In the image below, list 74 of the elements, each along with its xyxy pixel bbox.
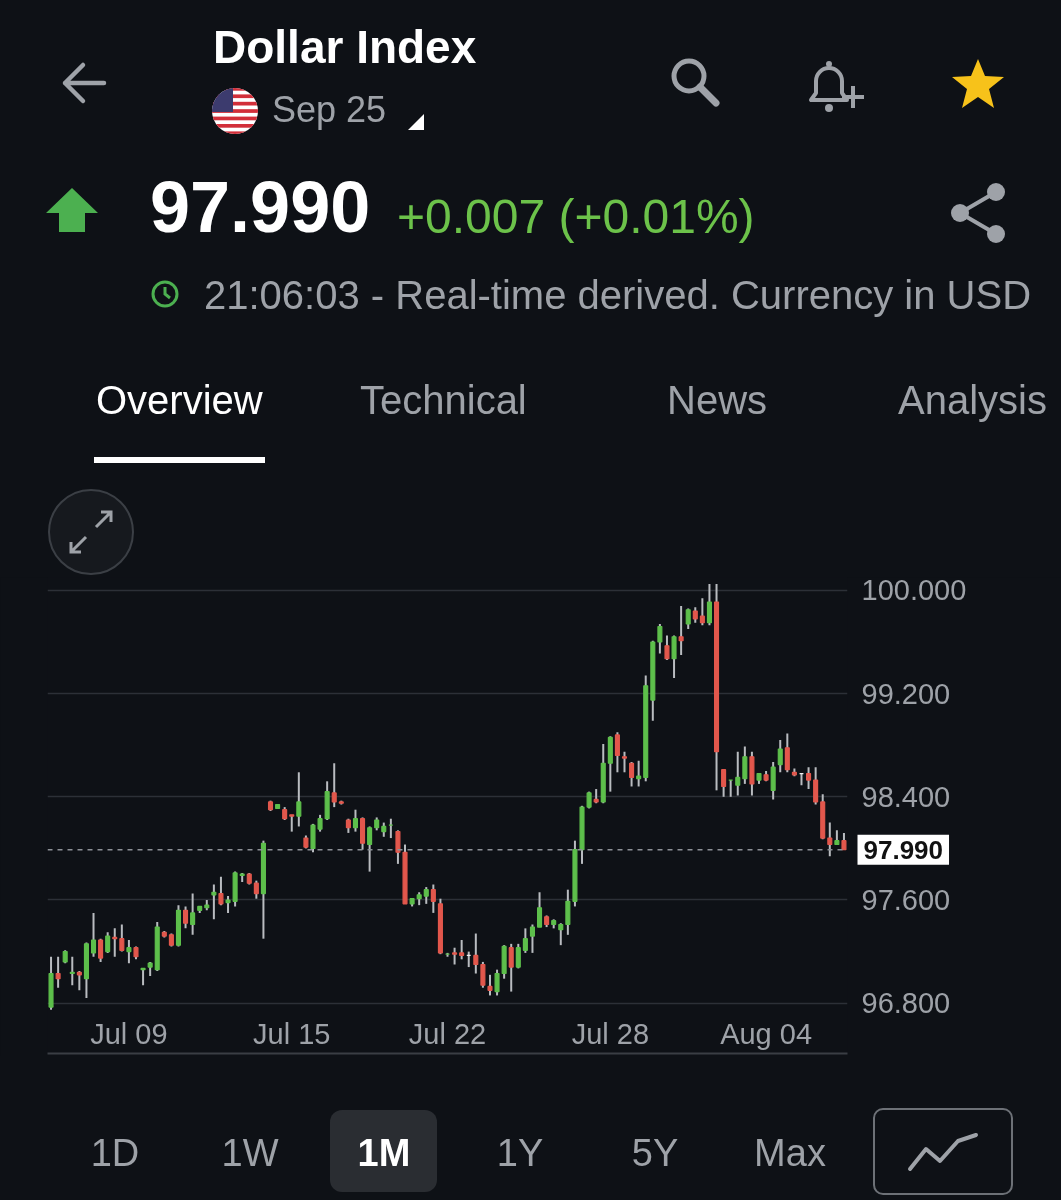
candlestick bbox=[352, 808, 359, 833]
candlestick bbox=[218, 875, 224, 907]
candlestick bbox=[253, 879, 259, 900]
candlestick bbox=[473, 932, 479, 975]
candlestick bbox=[565, 888, 571, 936]
text: News bbox=[667, 378, 768, 422]
chart-title: Dollar Index bbox=[213, 21, 477, 73]
candlestick bbox=[678, 604, 684, 656]
ref-line-label: 97.990 bbox=[863, 834, 944, 865]
candlestick bbox=[621, 750, 628, 774]
candlestick bbox=[558, 922, 564, 947]
text: Analysis bbox=[898, 378, 1047, 422]
candlestick bbox=[105, 931, 111, 954]
candlestick bbox=[777, 739, 783, 774]
candlestick bbox=[480, 960, 486, 989]
candlestick bbox=[699, 597, 705, 627]
candlestick bbox=[367, 825, 373, 873]
candlestick bbox=[629, 760, 635, 788]
candlestick bbox=[806, 766, 812, 791]
text: Overview bbox=[96, 378, 263, 422]
text: Max bbox=[753, 1132, 827, 1174]
candlestick bbox=[536, 891, 543, 929]
text: Technical bbox=[360, 378, 527, 422]
y-tick-label: 100.000 bbox=[861, 574, 967, 607]
candlestick bbox=[69, 955, 75, 987]
text: 5Y bbox=[630, 1132, 680, 1174]
candlestick bbox=[296, 771, 302, 828]
candlestick bbox=[706, 582, 712, 627]
candlestick bbox=[183, 905, 189, 930]
y-tick-label: 96.800 bbox=[861, 987, 951, 1020]
candlestick bbox=[459, 938, 465, 961]
text: 21:06:03 - Real-time derived. Currency in USD bbox=[204, 273, 1032, 317]
candlestick bbox=[813, 766, 819, 806]
candlestick bbox=[664, 634, 670, 662]
candlestick bbox=[487, 973, 493, 997]
candlestick bbox=[126, 938, 132, 965]
candlestick bbox=[522, 927, 528, 954]
candlestick bbox=[90, 911, 97, 958]
candlestick bbox=[614, 731, 620, 774]
candlestick bbox=[770, 760, 776, 801]
candlestick bbox=[685, 607, 691, 631]
candlestick bbox=[721, 768, 727, 798]
candlestick bbox=[55, 955, 61, 989]
candlestick bbox=[331, 762, 337, 809]
candlestick bbox=[657, 622, 663, 655]
candlestick bbox=[515, 942, 521, 970]
y-tick-label: 99.200 bbox=[861, 677, 951, 710]
candlestick bbox=[529, 923, 535, 954]
candlestick bbox=[112, 927, 118, 958]
text: 97.990 bbox=[150, 167, 371, 247]
candlestick bbox=[735, 750, 741, 797]
candlestick bbox=[784, 732, 790, 774]
candlestick bbox=[119, 923, 125, 953]
x-tick-label: Jul 09 bbox=[90, 1017, 168, 1050]
candlestick bbox=[827, 821, 833, 858]
candlestick bbox=[742, 745, 748, 785]
text: +0.007 (+0.01%) bbox=[397, 190, 755, 243]
y-tick-label: 98.400 bbox=[861, 780, 951, 813]
text: 1D bbox=[89, 1132, 141, 1174]
chart-subtitle: Sep 25 bbox=[272, 89, 387, 130]
text: 1W bbox=[220, 1132, 280, 1174]
x-tick-label: Jul 28 bbox=[571, 1017, 650, 1050]
candlestick bbox=[494, 968, 500, 997]
candlestick bbox=[671, 634, 677, 680]
candlestick bbox=[190, 892, 196, 936]
candlestick bbox=[395, 829, 401, 865]
candlestick bbox=[430, 883, 436, 914]
candlestick bbox=[508, 942, 514, 993]
x-tick-label: Aug 04 bbox=[720, 1017, 813, 1050]
x-tick-label: Jul 22 bbox=[408, 1017, 487, 1050]
x-tick-label: Jul 15 bbox=[253, 1017, 331, 1050]
text: 1M bbox=[356, 1132, 412, 1174]
y-tick-label: 97.600 bbox=[861, 883, 951, 916]
text: 1Y bbox=[495, 1132, 545, 1174]
